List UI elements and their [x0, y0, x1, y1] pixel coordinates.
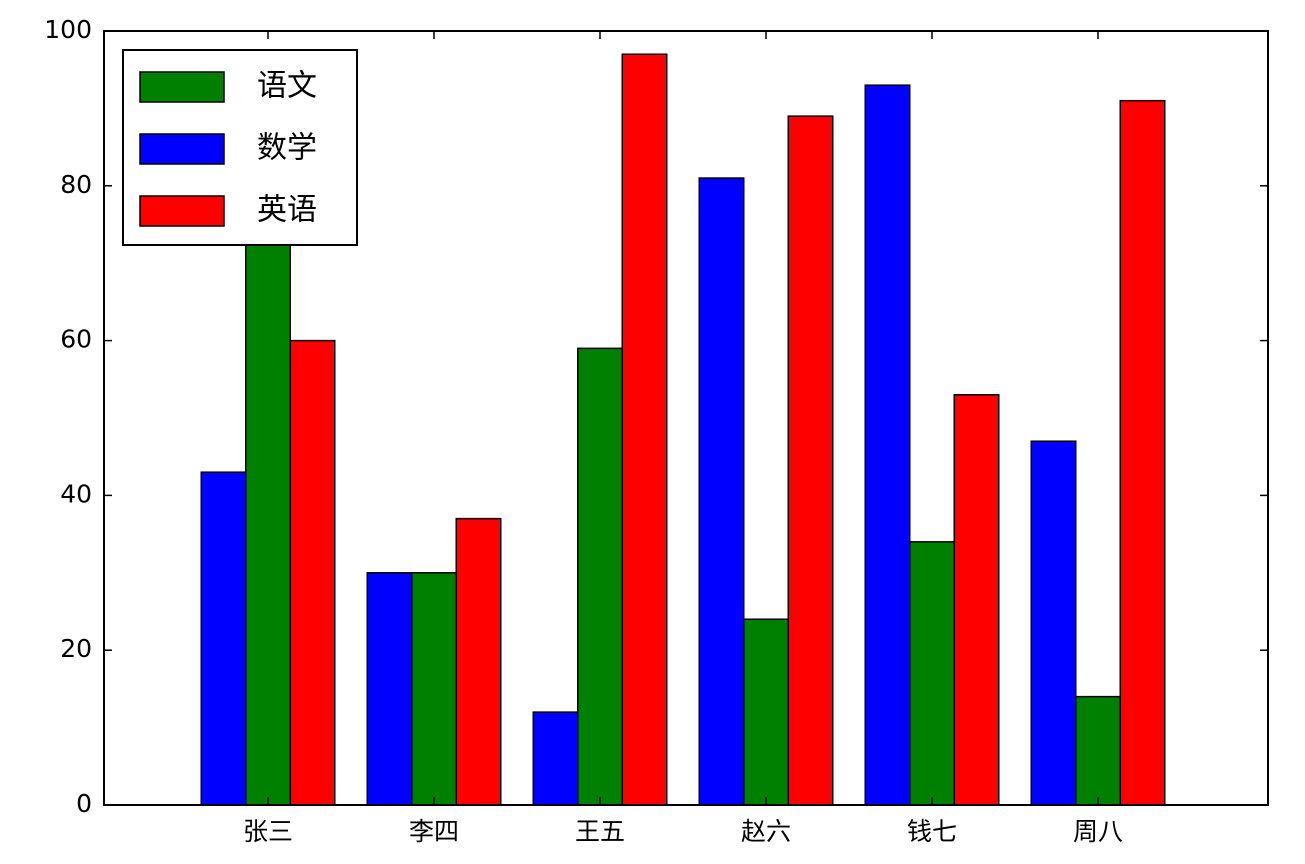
legend-label: 语文	[257, 69, 317, 104]
plot-frame	[103, 30, 1269, 806]
x-tick-label: 赵六	[741, 817, 791, 846]
bar	[200, 471, 247, 806]
y-tick-label: 80	[60, 170, 92, 199]
legend-label: 英语	[257, 193, 317, 228]
bar	[289, 339, 336, 806]
bar	[532, 711, 579, 806]
x-tick-label: 周八	[1073, 817, 1123, 846]
legend-swatch	[139, 133, 225, 165]
bar	[1119, 99, 1166, 806]
y-tick-label: 20	[60, 634, 92, 663]
bar	[577, 347, 623, 806]
bar	[864, 84, 911, 806]
bar	[1030, 440, 1077, 806]
bar	[743, 618, 789, 806]
legend-swatch	[139, 195, 225, 227]
x-tick-label: 张三	[243, 817, 293, 846]
x-tick-label: 王五	[575, 817, 625, 846]
y-tick-label: 0	[76, 789, 92, 818]
bar	[698, 177, 745, 806]
bar	[455, 517, 502, 806]
y-tick-label: 40	[60, 479, 92, 508]
bar	[787, 115, 834, 806]
y-tick-label: 60	[60, 325, 92, 354]
bar	[953, 394, 1000, 806]
bar	[909, 541, 955, 806]
bar	[1075, 695, 1121, 806]
legend-swatch	[139, 71, 225, 103]
bar	[411, 572, 457, 806]
legend-label: 数学	[257, 131, 317, 166]
bar	[621, 53, 668, 806]
y-tick-label: 100	[44, 15, 92, 44]
x-tick-label: 钱七	[907, 817, 957, 846]
x-tick-label: 李四	[409, 817, 459, 846]
bar	[245, 200, 291, 806]
bar	[366, 572, 413, 806]
